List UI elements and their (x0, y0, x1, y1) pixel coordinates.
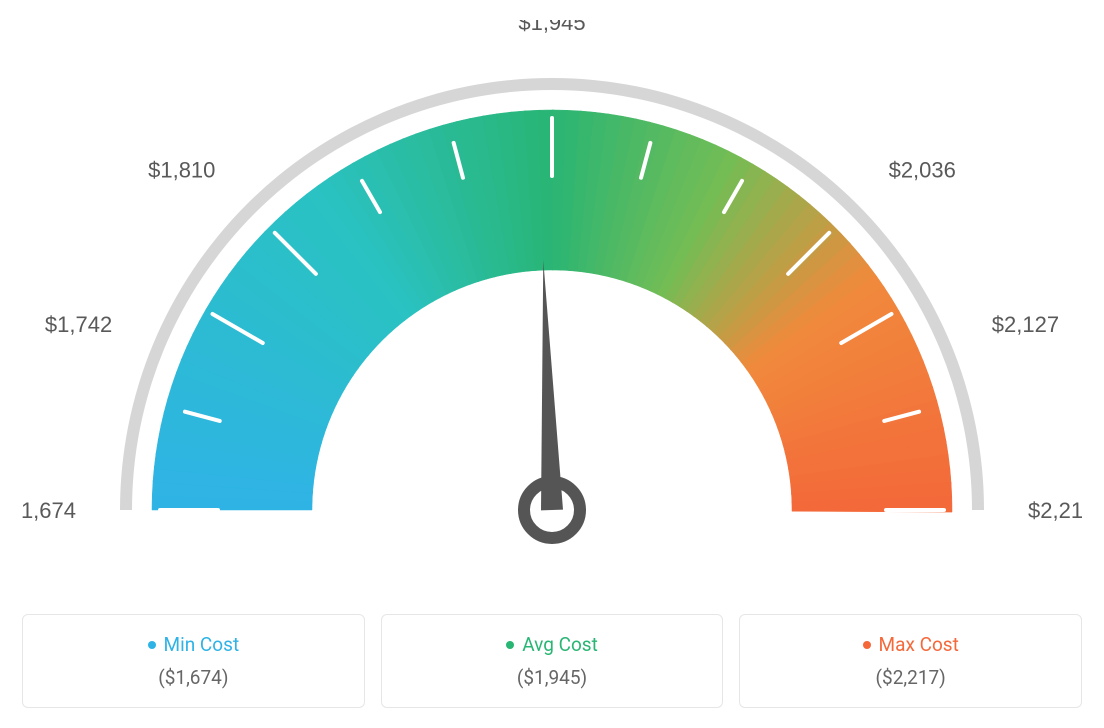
legend-value: ($1,674) (158, 666, 228, 689)
legend-label: Max Cost (879, 633, 959, 656)
gauge-needle (541, 260, 563, 510)
legend-top: Max Cost (863, 633, 959, 656)
legend-top: Avg Cost (506, 633, 598, 656)
cost-gauge-chart: $1,674 $1,742 $1,810 $1,945 $2,036 $2,127 $2,2… (22, 20, 1082, 584)
legend-label: Avg Cost (522, 633, 598, 656)
legend-top: Min Cost (148, 633, 240, 656)
gauge-label: $2,036 (889, 157, 956, 182)
legend-card-max: Max Cost ($2,217) (739, 614, 1082, 708)
legend-value: ($2,217) (876, 666, 946, 689)
legend-card-min: Min Cost ($1,674) (22, 614, 365, 708)
gauge-svg: $1,674 $1,742 $1,810 $1,945 $2,036 $2,127 $2,2… (22, 20, 1082, 580)
legend-value: ($1,945) (517, 666, 587, 689)
legend-label: Min Cost (164, 633, 240, 656)
legend-row: Min Cost ($1,674) Avg Cost ($1,945) Max Cost… (22, 614, 1082, 708)
gauge-label: $1,674 (22, 498, 76, 523)
gauge-label: $2,127 (992, 312, 1059, 337)
legend-dot-max (863, 641, 871, 649)
legend-card-avg: Avg Cost ($1,945) (381, 614, 724, 708)
gauge-label: $1,945 (518, 20, 585, 35)
legend-dot-min (148, 641, 156, 649)
gauge-label: $1,810 (148, 157, 215, 182)
gauge-label: $2,217 (1028, 498, 1082, 523)
gauge-label: $1,742 (45, 312, 112, 337)
legend-dot-avg (506, 641, 514, 649)
